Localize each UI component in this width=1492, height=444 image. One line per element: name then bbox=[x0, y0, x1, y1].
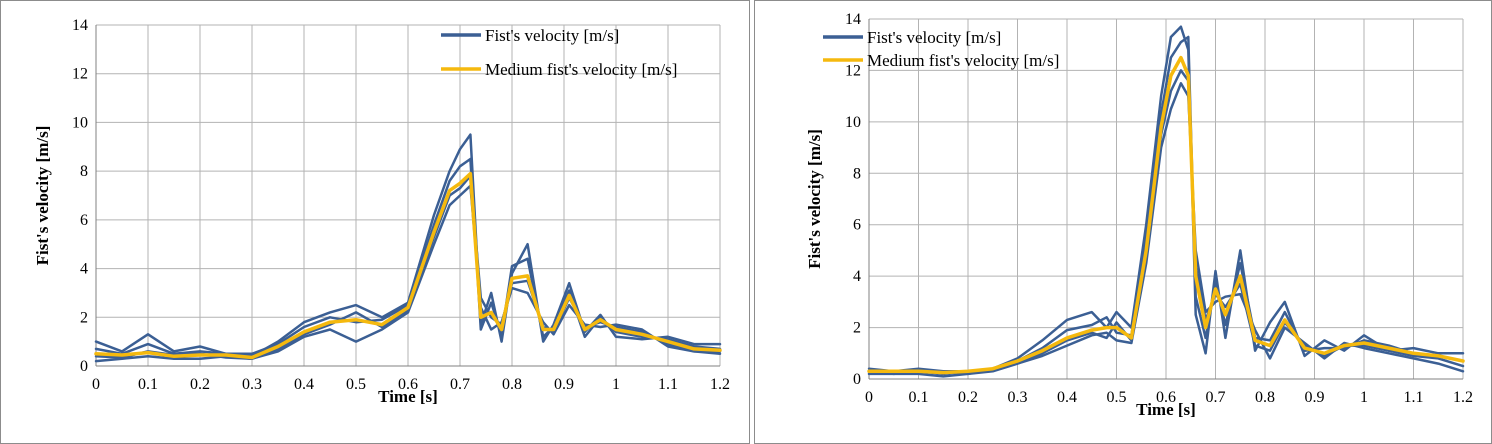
left-y-tick-label-2: 4 bbox=[80, 261, 88, 278]
left-x-tick-label-0: 0 bbox=[92, 376, 100, 393]
right-y-tick-label-2: 4 bbox=[853, 268, 861, 285]
right-x-tick-label-9: 0.9 bbox=[1305, 389, 1325, 406]
right-x-tick-label-0: 0 bbox=[865, 389, 873, 406]
right-y-tick-label-3: 6 bbox=[853, 217, 861, 234]
left-x-tick-label-3: 0.3 bbox=[242, 376, 262, 393]
right-x-tick-label-12: 1.2 bbox=[1453, 389, 1473, 406]
right-x-tick-label-1: 0.1 bbox=[909, 389, 929, 406]
right-x-tick-label-8: 0.8 bbox=[1255, 389, 1275, 406]
left-y-tick-label-1: 2 bbox=[80, 309, 88, 326]
velocity-chart-left: 0 2 4 6 8 10 12 14 0 0.1 0.2 0.3 0.4 0.5 0.6 0.7 0.8 0.9 1… bbox=[33, 17, 730, 406]
left-x-tick-label-11: 1.1 bbox=[658, 376, 678, 393]
left-x-tick-label-7: 0.7 bbox=[450, 376, 470, 393]
left-x-tick-label-10: 1 bbox=[612, 376, 620, 393]
chart-panel-left: 0 2 4 6 8 10 12 14 0 0.1 0.2 0.3 0.4 0.5 0.6 0.7 0.8 0.9 1… bbox=[0, 0, 750, 444]
right-x-tick-label-11: 1.1 bbox=[1404, 389, 1424, 406]
right-medium-velocity-line bbox=[867, 55, 1465, 375]
right-x-tick-label-3: 0.3 bbox=[1008, 389, 1028, 406]
right-legend-label-medium: Medium fist's velocity [m/s] bbox=[867, 51, 1059, 70]
left-legend-label-trial: Fist's velocity [m/s] bbox=[485, 26, 619, 45]
right-legend-label-trial: Fist's velocity [m/s] bbox=[867, 28, 1001, 47]
left-x-tick-label-12: 1.2 bbox=[710, 376, 730, 393]
right-y-tick-label-4: 8 bbox=[853, 165, 861, 182]
left-y-axis-title: Fist's velocity [m/s] bbox=[33, 126, 52, 266]
left-y-tick-label-4: 8 bbox=[80, 163, 88, 180]
chart-panel-right: 0 2 4 6 8 10 12 14 0 0.1 0.2 0.3 0.4 0.5 0.6 0.7 0.8 0.9 1… bbox=[754, 0, 1492, 444]
left-y-tick-label-7: 14 bbox=[72, 17, 88, 34]
left-x-tick-label-1: 0.1 bbox=[138, 376, 158, 393]
right-y-axis-title: Fist's velocity [m/s] bbox=[805, 129, 824, 269]
left-y-tick-label-5: 10 bbox=[72, 114, 88, 131]
left-x-tick-label-9: 0.9 bbox=[554, 376, 574, 393]
right-x-axis-title: Time [s] bbox=[1136, 400, 1196, 419]
left-y-tick-label-0: 0 bbox=[80, 358, 88, 375]
right-y-tick-label-5: 10 bbox=[845, 114, 861, 131]
left-x-axis-title: Time [s] bbox=[378, 387, 438, 406]
left-x-tick-label-5: 0.5 bbox=[346, 376, 366, 393]
right-x-tick-label-6: 0.6 bbox=[1156, 389, 1176, 406]
left-x-tick-label-6: 0.6 bbox=[398, 376, 418, 393]
left-x-tick-label-2: 0.2 bbox=[190, 376, 210, 393]
right-x-tick-label-7: 0.7 bbox=[1206, 389, 1226, 406]
left-y-tick-label-6: 12 bbox=[72, 66, 88, 83]
left-medium-velocity-line bbox=[94, 171, 722, 360]
right-y-tick-label-1: 2 bbox=[853, 320, 861, 337]
right-x-tick-label-4: 0.4 bbox=[1057, 389, 1077, 406]
right-y-tick-label-7: 14 bbox=[845, 11, 861, 28]
left-x-tick-label-8: 0.8 bbox=[502, 376, 522, 393]
right-x-tick-label-10: 1 bbox=[1360, 389, 1368, 406]
right-y-tick-label-6: 12 bbox=[845, 62, 861, 79]
left-legend-label-medium: Medium fist's velocity [m/s] bbox=[485, 60, 677, 79]
left-x-tick-label-4: 0.4 bbox=[294, 376, 314, 393]
right-x-tick-label-5: 0.5 bbox=[1107, 389, 1127, 406]
velocity-chart-right: 0 2 4 6 8 10 12 14 0 0.1 0.2 0.3 0.4 0.5 0.6 0.7 0.8 0.9 1… bbox=[805, 11, 1473, 419]
right-y-tick-label-0: 0 bbox=[853, 371, 861, 388]
right-x-tick-label-2: 0.2 bbox=[958, 389, 978, 406]
left-y-tick-label-3: 6 bbox=[80, 212, 88, 229]
